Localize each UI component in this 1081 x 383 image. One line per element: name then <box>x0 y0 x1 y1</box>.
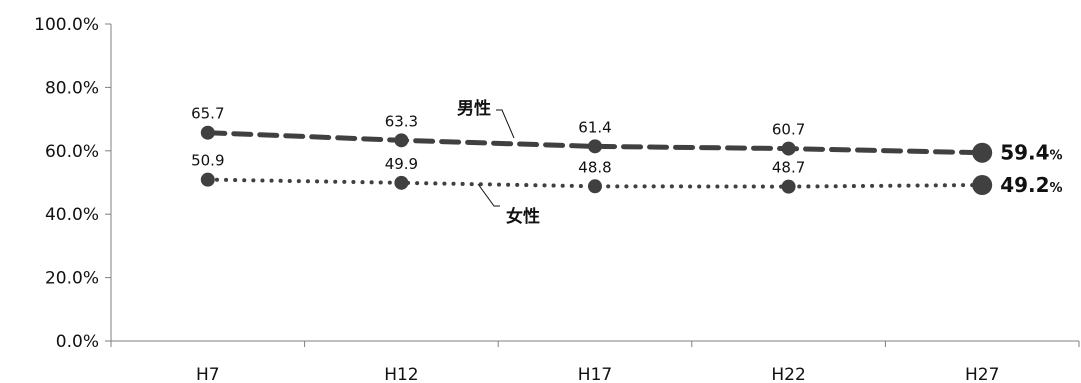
data-label: 61.4 <box>578 118 611 136</box>
data-point <box>781 179 796 194</box>
last-value-unit: % <box>1050 149 1063 164</box>
data-label: 60.7 <box>772 121 805 139</box>
data-label: 48.8 <box>578 158 611 176</box>
y-tick-label: 100.0% <box>34 15 99 35</box>
data-point <box>972 175 993 196</box>
leader-line-male <box>496 109 515 139</box>
data-point <box>588 179 602 194</box>
data-point <box>781 141 796 156</box>
leader-line-female <box>477 183 500 207</box>
data-point <box>972 142 993 163</box>
chart-labels: 65.7 63.3 61.4 60.7 59.4% 50.9 49.9 48.8 48.7 49.… <box>191 98 1062 227</box>
data-label: 49.9 <box>385 155 418 173</box>
last-value-unit: % <box>1050 181 1063 196</box>
x-tick-label: H22 <box>771 365 805 383</box>
data-point <box>588 139 602 154</box>
x-tick-label: H17 <box>578 365 612 383</box>
data-point <box>394 175 409 190</box>
x-tick-label: H27 <box>965 365 999 383</box>
series-line-0 <box>205 130 985 156</box>
x-tick-label: H12 <box>384 365 418 383</box>
series-label-female: 女性 <box>506 206 540 227</box>
y-tick-label: 80.0% <box>45 78 99 98</box>
data-point <box>394 133 409 148</box>
series-label-male: 男性 <box>457 98 491 119</box>
y-tick-label: 60.0% <box>45 142 99 162</box>
series-line-1 <box>205 177 985 189</box>
data-label: 65.7 <box>191 105 224 123</box>
data-label: 63.3 <box>385 112 418 130</box>
chart-series <box>200 125 993 196</box>
y-tick-label: 40.0% <box>45 205 99 225</box>
data-point <box>200 125 215 140</box>
last-value-label: 59.4% <box>1000 141 1062 165</box>
data-label: 48.7 <box>772 159 805 177</box>
data-label: 50.9 <box>191 152 224 170</box>
chart-axes: 0.0% 20.0% 40.0% 60.0% 80.0% 100.0% H7 H12 H17 H2… <box>34 15 1080 383</box>
x-tick-label: H7 <box>196 365 220 383</box>
data-point <box>200 172 215 187</box>
last-value-label: 49.2% <box>1000 173 1062 197</box>
y-tick-label: 20.0% <box>45 269 99 289</box>
y-tick-label: 0.0% <box>56 332 99 352</box>
